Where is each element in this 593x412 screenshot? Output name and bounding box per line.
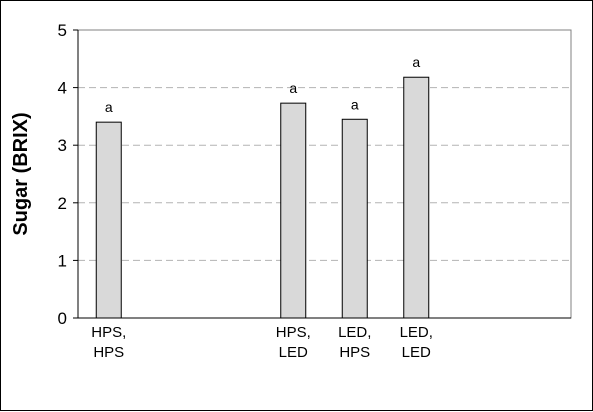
bar	[280, 102, 307, 319]
bar	[95, 121, 122, 319]
x-category-label: HPS,	[91, 324, 126, 341]
x-axis-categories: HPS, HPS HPS, LED LED, HPS LED, LED	[91, 324, 433, 361]
significance-label: a	[289, 80, 297, 96]
plot-area	[77, 29, 572, 319]
gridlines	[78, 87, 571, 261]
x-category-label: LED	[402, 344, 431, 361]
significance-labels: a a a a	[105, 54, 421, 115]
significance-label: a	[412, 54, 420, 70]
x-category-label: LED	[279, 344, 308, 361]
x-category-label: LED,	[400, 324, 433, 341]
bar	[403, 76, 430, 319]
y-axis-label: Sugar (BRIX)	[10, 112, 32, 235]
significance-label: a	[105, 99, 113, 115]
y-tick-label: 2	[58, 194, 67, 213]
y-tick-label: 5	[58, 21, 67, 40]
x-category-label: HPS,	[276, 324, 311, 341]
y-tick-label: 4	[58, 79, 67, 98]
y-tick-label: 1	[58, 251, 67, 270]
x-category-label: HPS	[93, 344, 124, 361]
x-category-label: LED,	[338, 324, 371, 341]
y-tick-label: 0	[58, 309, 67, 328]
x-category-label: HPS	[339, 344, 370, 361]
significance-label: a	[351, 96, 359, 112]
y-tick-label: 3	[58, 136, 67, 155]
y-axis-ticks: 0 1 2 3 4 5	[58, 21, 571, 328]
bar	[341, 118, 368, 319]
